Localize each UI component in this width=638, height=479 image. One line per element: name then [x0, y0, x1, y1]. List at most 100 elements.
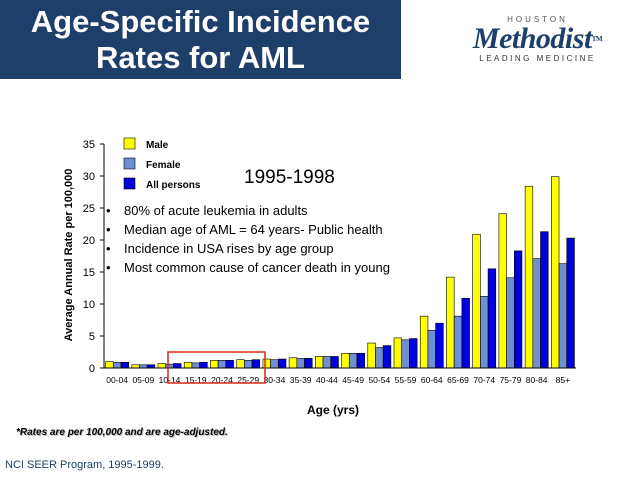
bar-male-25-29: [236, 359, 245, 369]
x-tick-label: 30-34: [264, 375, 286, 385]
bar-all-persons-10-14: [173, 363, 182, 369]
bullet-glyph: •: [106, 203, 111, 218]
x-tick-label: 35-39: [290, 375, 312, 385]
bar-all-persons-20-24: [225, 360, 234, 369]
bullet-glyph: •: [106, 260, 111, 275]
x-tick-label: 45-49: [342, 375, 364, 385]
bar-male-80-84: [524, 185, 534, 369]
bar-all-persons-35-39: [304, 358, 313, 369]
bar-female-65-69: [453, 315, 463, 369]
x-axis: 00-04 05-09 10-14 15-19 20-24 25-29 30-34 35-39…: [104, 367, 576, 385]
bar-male-65-69: [446, 276, 455, 369]
y-tick-label: 10: [83, 299, 95, 311]
legend-swatch-all-persons: [123, 177, 136, 190]
y-tick-label: 25: [83, 203, 95, 215]
legend-label: Male: [146, 140, 169, 151]
y-tick-label: 20: [83, 235, 95, 247]
bars: [105, 176, 575, 369]
bar-male-00-04: [105, 361, 114, 369]
bar-male-50-54: [367, 342, 376, 369]
bar-female-55-59: [401, 339, 410, 369]
bar-female-75-79: [506, 277, 515, 369]
x-tick-label: 05-09: [132, 375, 154, 385]
y-tick-label: 5: [89, 331, 95, 343]
slide-title-line1: Age-Specific Incidence: [30, 4, 371, 39]
bar-female-85+: [558, 263, 568, 369]
bar-female-00-04: [112, 361, 122, 369]
y-axis-label: Average Annual Rate per 100,000: [63, 169, 75, 342]
bar-male-85+: [551, 176, 560, 369]
annotation-item: Most common cause of cancer death in you…: [124, 260, 390, 275]
bar-all-persons-00-04: [120, 361, 129, 369]
bar-female-45-49: [348, 352, 358, 369]
x-tick-label: 60-64: [421, 375, 443, 385]
bar-all-persons-40-44: [330, 356, 339, 369]
x-tick-label: 80-84: [526, 375, 548, 385]
logo-top-text: HOUSTON: [507, 15, 568, 24]
x-tick-label: 10-14: [159, 375, 181, 385]
bar-all-persons-70-74: [487, 268, 497, 369]
bar-all-persons-65-69: [461, 297, 470, 369]
highlight-box: [167, 351, 266, 384]
period-label: 1995-1998: [244, 167, 335, 188]
bar-female-35-39: [296, 358, 305, 369]
x-tick-label: 65-69: [447, 375, 469, 385]
bar-female-20-24: [217, 360, 227, 369]
bar-all-persons-25-29: [251, 359, 261, 369]
bar-all-persons-15-19: [199, 361, 208, 369]
footnote: *Rates are per 100,000 and are age-adjus…: [16, 427, 228, 438]
y-tick-label: 30: [83, 171, 95, 183]
bar-female-50-54: [375, 347, 384, 369]
slide-title-box: Age-Specific Incidence Rates for AML: [0, 0, 401, 79]
bar-male-70-74: [472, 233, 481, 369]
x-tick-label: 00-04: [106, 375, 128, 385]
annotation-item: Median age of AML = 64 years- Public hea…: [124, 222, 383, 237]
bar-male-35-39: [288, 357, 298, 369]
bar-all-persons-80-84: [540, 231, 549, 369]
x-tick-label: 70-74: [473, 375, 495, 385]
annotation-item: Incidence in USA rises by age group: [124, 241, 334, 256]
houston-methodist-logo: HOUSTON MethodistTM LEADING MEDICINE: [455, 15, 620, 65]
bar-female-70-74: [480, 296, 489, 369]
x-tick-label: 85+: [556, 375, 570, 385]
legend-label: All persons: [146, 180, 201, 191]
bar-male-10-14: [157, 363, 167, 369]
x-tick-label: 25-29: [237, 375, 259, 385]
bar-male-75-79: [498, 213, 507, 369]
annotation-list: • 80% of acute leukemia in adults • Median …: [106, 203, 390, 275]
legend-label: Female: [146, 160, 181, 171]
x-tick-label: 50-54: [368, 375, 390, 385]
bar-male-20-24: [210, 360, 219, 369]
x-tick-label: 15-19: [185, 375, 207, 385]
bar-all-persons-85+: [566, 237, 575, 369]
bar-all-persons-55-59: [409, 338, 418, 369]
x-axis-label: Age (yrs): [307, 403, 359, 417]
y-tick-label: 15: [83, 267, 95, 279]
x-tick-label: 55-59: [395, 375, 417, 385]
bullet-glyph: •: [106, 222, 111, 237]
legend-swatch-male: [123, 137, 136, 150]
bullet-glyph: •: [106, 241, 111, 256]
bar-male-45-49: [341, 352, 350, 369]
chart-legend: Male Female All persons: [123, 137, 201, 191]
bar-all-persons-45-49: [356, 352, 365, 369]
bar-male-15-19: [183, 361, 193, 369]
bar-male-55-59: [393, 337, 403, 369]
bar-female-40-44: [322, 356, 332, 369]
bar-female-10-14: [165, 363, 174, 369]
bar-female-80-84: [532, 258, 541, 369]
bar-female-25-29: [244, 360, 253, 369]
legend-swatch-female: [123, 157, 136, 170]
y-tick-label: 35: [83, 139, 95, 151]
bar-male-30-34: [262, 358, 271, 369]
bar-all-persons-75-79: [513, 250, 523, 369]
logo-main-text: Methodist: [472, 22, 592, 55]
bar-male-40-44: [315, 356, 324, 369]
logo-bottom-text: LEADING MEDICINE: [479, 54, 596, 63]
y-axis: 0 5 10 15 20 25 30 35: [83, 139, 105, 375]
x-tick-label: 20-24: [211, 375, 233, 385]
bar-female-15-19: [191, 362, 200, 369]
logo-tm-mark: TM: [591, 35, 603, 43]
bar-female-60-64: [427, 329, 436, 369]
